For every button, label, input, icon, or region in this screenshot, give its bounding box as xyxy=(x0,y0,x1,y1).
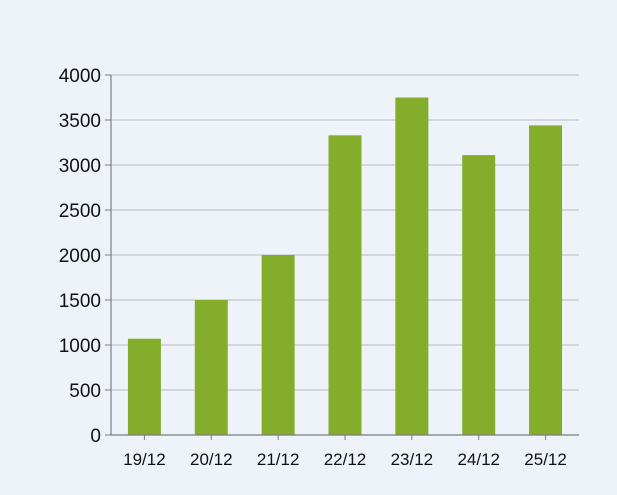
bar-21-12 xyxy=(261,255,295,435)
bar-20-12 xyxy=(194,300,228,435)
y-tick-label: 3500 xyxy=(59,111,101,132)
x-tick-label: 25/12 xyxy=(524,450,567,469)
x-tick-label: 22/12 xyxy=(324,450,367,469)
bars xyxy=(127,97,563,436)
bar-25-12 xyxy=(529,125,563,436)
y-tick-label: 500 xyxy=(69,381,101,402)
bar-23-12 xyxy=(395,97,429,435)
y-tick-label: 0 xyxy=(90,426,101,447)
axes xyxy=(105,74,579,440)
bar-22-12 xyxy=(328,135,362,436)
bar-19-12 xyxy=(127,338,161,435)
x-tick-label: 23/12 xyxy=(391,450,434,469)
x-tick-label: 21/12 xyxy=(257,450,300,469)
y-tick-label: 2000 xyxy=(59,246,101,267)
x-tick-label: 19/12 xyxy=(123,450,166,469)
x-tick-label: 24/12 xyxy=(457,450,500,469)
tick-labels: 0 500 1000 1500 2000 2500 3000 3500 4000 19/12 20/… xyxy=(59,66,567,469)
y-tick-label: 1500 xyxy=(59,291,101,312)
bar-24-12 xyxy=(462,155,496,435)
y-tick-label: 3000 xyxy=(59,156,101,177)
y-tick-label: 4000 xyxy=(59,66,101,87)
y-tick-label: 2500 xyxy=(59,201,101,222)
x-tick-label: 20/12 xyxy=(190,450,233,469)
y-tick-label: 1000 xyxy=(59,336,101,357)
